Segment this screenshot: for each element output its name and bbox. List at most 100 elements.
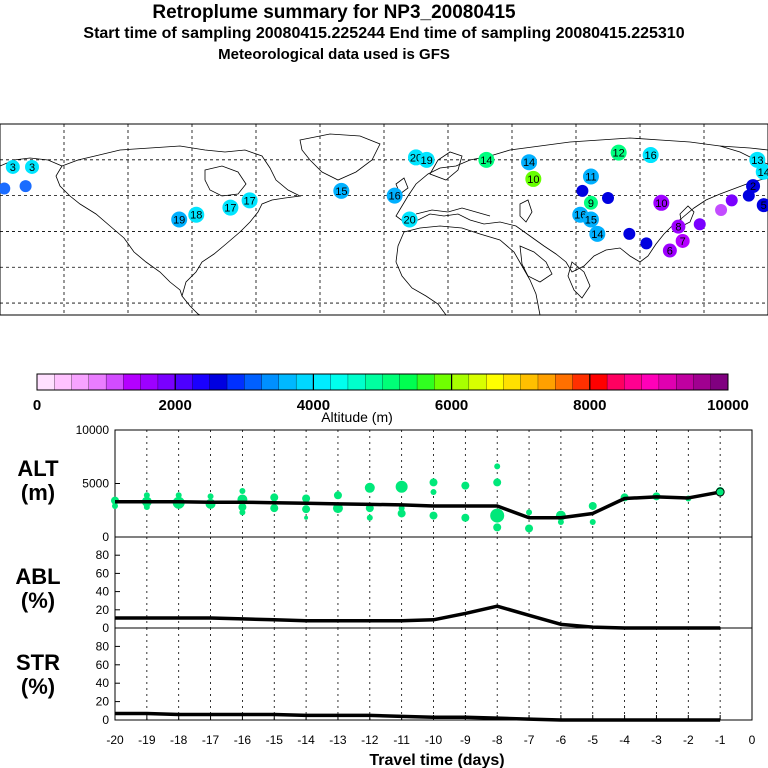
plume-marker-label: 8 <box>675 222 681 234</box>
plume-marker <box>19 180 32 193</box>
x-tick-label: -19 <box>138 733 156 747</box>
altitude-cluster-point <box>588 501 597 510</box>
panel-alt: ALT(m) 0 5000 10000 <box>17 423 753 544</box>
altitude-colorbar: 0 2000 4000 6000 8000 10000 Altitude (m) <box>33 373 749 425</box>
x-tick-label: -15 <box>266 733 284 747</box>
altitude-cluster-point <box>493 478 502 487</box>
colorbar-cell <box>105 373 124 391</box>
altitude-cluster-point <box>493 523 502 532</box>
colorbar-cell <box>365 373 383 391</box>
colorbar-tick-label: 6000 <box>435 397 468 414</box>
panel-label: ALT <box>17 456 59 481</box>
plume-marker-label: 14 <box>480 155 492 167</box>
altitude-cluster-point <box>490 508 505 523</box>
sampling-time-line: Start time of sampling 20080415.225244 E… <box>83 25 685 42</box>
colorbar-cell <box>330 373 349 391</box>
plume-marker <box>525 170 542 187</box>
plume-marker-label: 3 <box>29 162 35 174</box>
plume-marker <box>746 179 761 194</box>
plume-marker-label: 7 <box>680 236 686 248</box>
altitude-cluster-point <box>589 519 596 526</box>
plume-marker-label: 5 <box>761 200 767 212</box>
altitude-cluster-point <box>239 487 246 494</box>
colorbar-cell <box>416 373 435 391</box>
plume-marker-label: 14 <box>591 229 603 241</box>
altitude-cluster-point <box>429 511 438 520</box>
plume-marker-label: 12 <box>613 148 625 160</box>
x-tick-label: -2 <box>683 733 694 747</box>
plume-marker <box>521 154 538 171</box>
plume-marker <box>610 144 627 161</box>
altitude-cluster-point <box>143 492 150 499</box>
plume-marker-label: 2 <box>750 181 756 193</box>
colorbar-cells <box>36 373 729 391</box>
plume-marker <box>693 218 706 231</box>
colorbar-cell <box>555 373 573 391</box>
colorbar-tick-label: 2000 <box>159 397 192 414</box>
plume-marker <box>25 159 39 174</box>
plume-marker <box>171 211 188 228</box>
colorbar-cell <box>537 373 556 391</box>
y-tick-label: 0 <box>102 530 109 544</box>
x-tick-label: -10 <box>425 733 443 747</box>
colorbar-cell <box>140 373 159 391</box>
plume-marker <box>582 168 599 185</box>
altitude-cluster-point <box>430 489 437 496</box>
plume-marker-label: 16 <box>389 191 401 203</box>
x-tick-label: -6 <box>556 733 567 747</box>
colorbar-cell <box>485 373 504 391</box>
x-tick-label: -5 <box>587 733 598 747</box>
x-tick-label: -7 <box>524 733 535 747</box>
colorbar-frame <box>36 373 729 391</box>
colorbar-cell <box>693 373 712 391</box>
plume-marker-label: 15 <box>335 186 347 198</box>
y-tick-label: 5000 <box>82 477 109 491</box>
plume-marker <box>640 237 653 250</box>
colorbar-cell <box>278 373 297 391</box>
plume-marker-label: 13 <box>751 155 763 167</box>
colorbar-cell <box>451 373 470 391</box>
x-tick-label: -1 <box>715 733 726 747</box>
plume-marker <box>671 219 686 234</box>
y-tick-label: 0 <box>102 713 109 727</box>
colorbar-cell <box>244 373 263 391</box>
plume-marker <box>653 194 670 211</box>
plume-marker-label: 20 <box>403 215 415 227</box>
plume-marker-label: 14 <box>523 157 535 169</box>
plume-marker <box>418 151 435 168</box>
altitude-cluster-point <box>429 478 438 487</box>
plume-marker-label: 9 <box>588 198 594 210</box>
altitude-cluster-point <box>333 491 342 500</box>
x-tick-label: -9 <box>460 733 471 747</box>
y-tick-label: 80 <box>96 639 110 653</box>
altitude-cluster-point <box>395 480 408 493</box>
altitude-cluster-point <box>270 493 279 502</box>
plume-marker <box>756 198 768 213</box>
colorbar-cell <box>399 373 418 391</box>
series-line-abl <box>115 604 721 630</box>
plume-marker-label: 17 <box>243 195 255 207</box>
altitude-cluster-point <box>143 504 150 511</box>
y-tick-label: 20 <box>96 603 110 617</box>
y-tick-label: 10000 <box>76 423 110 437</box>
panel-label: STR <box>16 650 60 675</box>
colorbar-cell <box>88 373 107 391</box>
altitude-cluster-point <box>302 505 311 514</box>
altitude-cluster-point <box>364 482 375 493</box>
y-tick-label: 0 <box>102 621 109 635</box>
altitude-cluster-point <box>270 504 279 513</box>
plume-marker <box>583 195 598 210</box>
series-line-str <box>115 711 721 722</box>
met-data-line: Meteorological data used is GFS <box>218 46 450 63</box>
altitude-cluster-point <box>461 513 470 522</box>
colorbar-cell <box>676 373 694 391</box>
colorbar-cell <box>313 373 332 391</box>
plume-marker-label: 19 <box>421 155 433 167</box>
plume-marker-label: 10 <box>527 174 539 186</box>
colorbar-cell <box>123 373 142 391</box>
plume-marker <box>478 151 495 168</box>
x-axis-label: Travel time (days) <box>369 752 504 768</box>
altitude-cluster-point <box>207 493 214 500</box>
